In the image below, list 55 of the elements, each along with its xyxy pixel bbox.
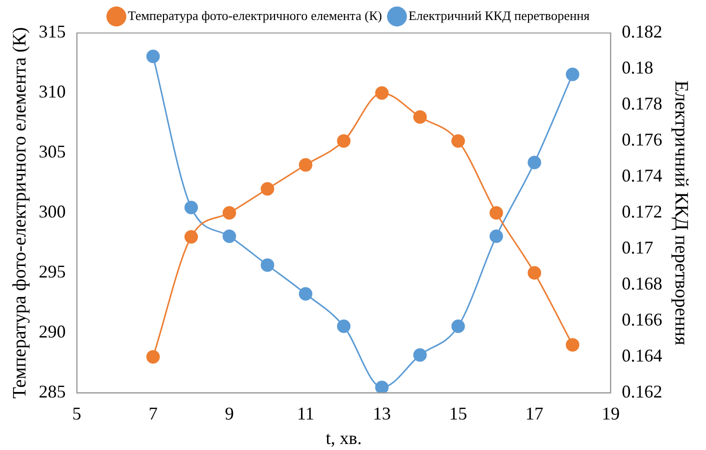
x-tick-label: 11 xyxy=(296,403,314,424)
y-tick-label: 285 xyxy=(38,382,66,402)
y2-tick-label: 0.178 xyxy=(622,94,662,114)
point xyxy=(222,230,236,244)
point xyxy=(528,266,542,280)
point xyxy=(184,200,198,214)
x-tick-label: 9 xyxy=(224,403,234,424)
point xyxy=(146,350,160,364)
y2-tick-label: 0.182 xyxy=(622,22,662,42)
y-tick-label: 315 xyxy=(38,22,66,42)
point xyxy=(298,158,312,172)
y-tick-label: 310 xyxy=(38,82,66,102)
y2-axis-title: Електричний ККД перетворення xyxy=(670,80,692,346)
y2-tick-label: 0.172 xyxy=(622,202,662,222)
x-axis-title: t, хв. xyxy=(326,428,362,448)
point xyxy=(260,258,274,272)
point xyxy=(490,230,504,244)
point xyxy=(260,182,274,196)
point xyxy=(451,134,465,148)
point xyxy=(337,134,350,148)
y-axis-title: Температура фото-електричного елемента (К) xyxy=(9,27,30,399)
y2-tick-label: 0.174 xyxy=(622,166,662,186)
legend-label: Температура фото-електричного елемента (К) xyxy=(128,8,382,23)
point xyxy=(566,68,580,82)
y2-tick-label: 0.168 xyxy=(622,274,662,294)
y-tick-label: 305 xyxy=(38,142,66,162)
x-tick-label: 7 xyxy=(148,403,158,424)
point xyxy=(413,110,427,124)
x-tick-label: 19 xyxy=(602,403,620,424)
y-tick-label: 300 xyxy=(38,202,66,222)
point xyxy=(184,230,198,244)
y-tick-label: 290 xyxy=(38,322,66,342)
point xyxy=(490,206,504,220)
x-tick-label: 17 xyxy=(525,403,544,424)
x-tick-label: 5 xyxy=(72,403,82,424)
point xyxy=(375,380,389,393)
x-tick-label: 13 xyxy=(372,403,391,424)
x-tick-label: 15 xyxy=(449,403,468,424)
y2-tick-label: 0.166 xyxy=(622,310,662,330)
point xyxy=(222,206,236,220)
y2-tick-label: 0.17 xyxy=(622,238,654,258)
y-tick-label: 295 xyxy=(38,262,66,282)
y2-tick-label: 0.18 xyxy=(622,58,654,78)
point xyxy=(298,287,312,301)
y2-tick-label: 0.176 xyxy=(622,130,662,150)
point xyxy=(566,338,580,352)
point xyxy=(375,86,389,100)
y2-tick-label: 0.162 xyxy=(622,382,662,402)
y2-tick-label: 0.164 xyxy=(622,346,662,366)
point xyxy=(146,50,160,64)
point xyxy=(451,319,465,333)
point xyxy=(413,348,427,362)
legend-label: Електричний ККД перетворення xyxy=(408,8,590,23)
point xyxy=(528,156,542,170)
point xyxy=(337,319,350,333)
